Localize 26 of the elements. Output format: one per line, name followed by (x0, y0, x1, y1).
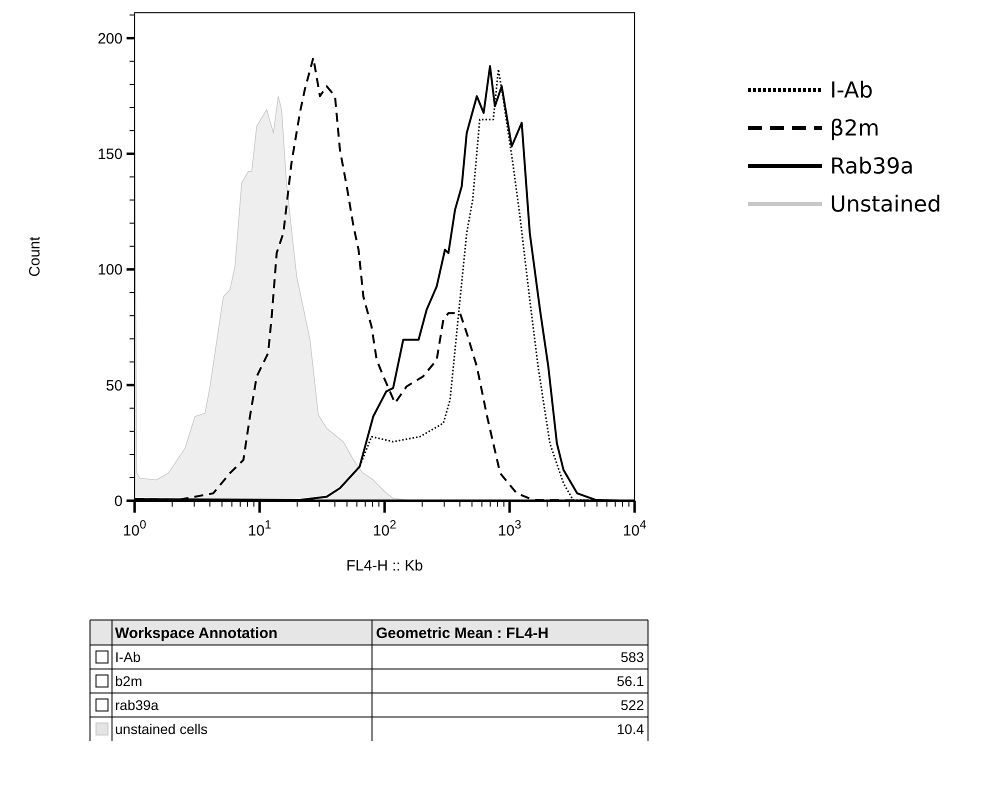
text: 522 (620, 696, 644, 713)
legend-label: β2m (830, 116, 880, 142)
y-axis-title: Count (26, 236, 44, 277)
legend-label: Rab39a (830, 154, 914, 180)
y-tick-label: 50 (106, 377, 123, 394)
x-tick-label: 10$^{1}$ (248, 518, 272, 540)
x-axis-title: FL4-H :: Kb (346, 558, 423, 575)
text: I-Ab (115, 648, 141, 665)
y-tick-label: 100 (98, 262, 123, 279)
text: 10.4 (616, 720, 644, 737)
y-tick-label: 0 (114, 492, 123, 510)
x-tick-label: 10$^{4}$ (622, 518, 647, 540)
text: Geometric Mean : FL4-H (376, 624, 549, 642)
text: Workspace Annotation (115, 624, 278, 642)
y-tick-label: 150 (98, 146, 123, 164)
x-tick-label: 10$^{2}$ (372, 518, 397, 540)
legend-label: I-Ab (830, 78, 873, 104)
x-tick-label: 10$^{0}$ (122, 518, 147, 540)
text: 56.1 (616, 672, 644, 689)
text: unstained cells (115, 720, 208, 737)
text: b2m (115, 672, 142, 689)
y-tick-label: 200 (98, 30, 123, 48)
legend-label: Unstained (830, 192, 942, 218)
x-tick-label: 10$^{3}$ (498, 518, 522, 540)
text: 583 (620, 648, 644, 665)
text: rab39a (115, 696, 159, 713)
